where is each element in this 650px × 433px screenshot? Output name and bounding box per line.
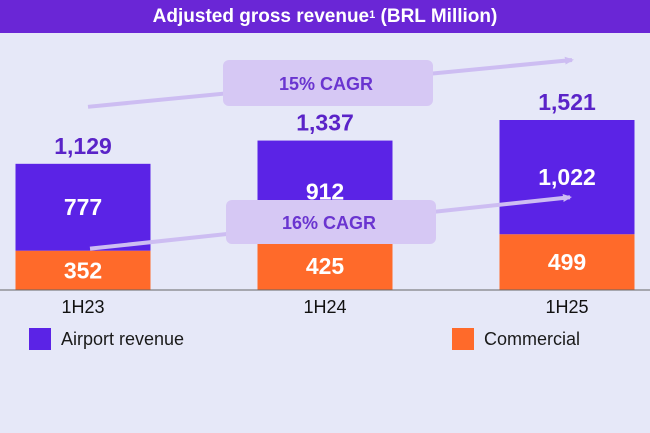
legend-label-commercial: Commercial: [484, 328, 581, 349]
chart-title: Adjusted gross revenue: [152, 5, 370, 27]
value-label-commercial-1H24: 425: [306, 253, 345, 279]
cagr-commercial-label: 16% CAGR: [282, 213, 376, 233]
total-label-1H23: 1,129: [54, 133, 112, 159]
cagr-total-box: [223, 60, 433, 106]
value-label-airport-1H24: 912: [306, 179, 344, 205]
total-label-1H25: 1,521: [538, 89, 596, 115]
legend-commercial: Commercial: [452, 328, 580, 350]
cagr-commercial-box: [226, 200, 436, 244]
x-tick-label-1H25: 1H25: [545, 297, 588, 317]
value-label-airport-1H23: 777: [64, 194, 102, 220]
legend-label-airport: Airport revenue: [61, 328, 185, 349]
bar-commercial-1H23: [15, 250, 151, 290]
legend-swatch-airport: [29, 328, 51, 350]
bar-commercial-1H25: [499, 234, 635, 290]
total-label-1H24: 1,337: [296, 110, 354, 136]
bar-airport-1H25: [499, 120, 635, 235]
legend-swatch-commercial: [452, 328, 474, 350]
title-footnote-marker: 1: [369, 8, 376, 21]
x-tick-label-1H23: 1H23: [61, 297, 104, 317]
value-label-commercial-1H23: 352: [64, 257, 102, 283]
bar-airport-1H23: [15, 163, 151, 251]
value-label-airport-1H25: 1,022: [538, 164, 596, 190]
value-label-commercial-1H25: 499: [548, 249, 586, 275]
chart-title-bar: Adjusted gross revenue 1 (BRL Million): [0, 0, 650, 33]
legend-airport-revenue: Airport revenue: [29, 328, 184, 350]
chart-title-unit: (BRL Million): [380, 5, 498, 27]
cagr-total-label: 15% CAGR: [279, 74, 373, 94]
bar-commercial-1H24: [257, 242, 393, 290]
x-tick-label-1H24: 1H24: [303, 297, 346, 317]
